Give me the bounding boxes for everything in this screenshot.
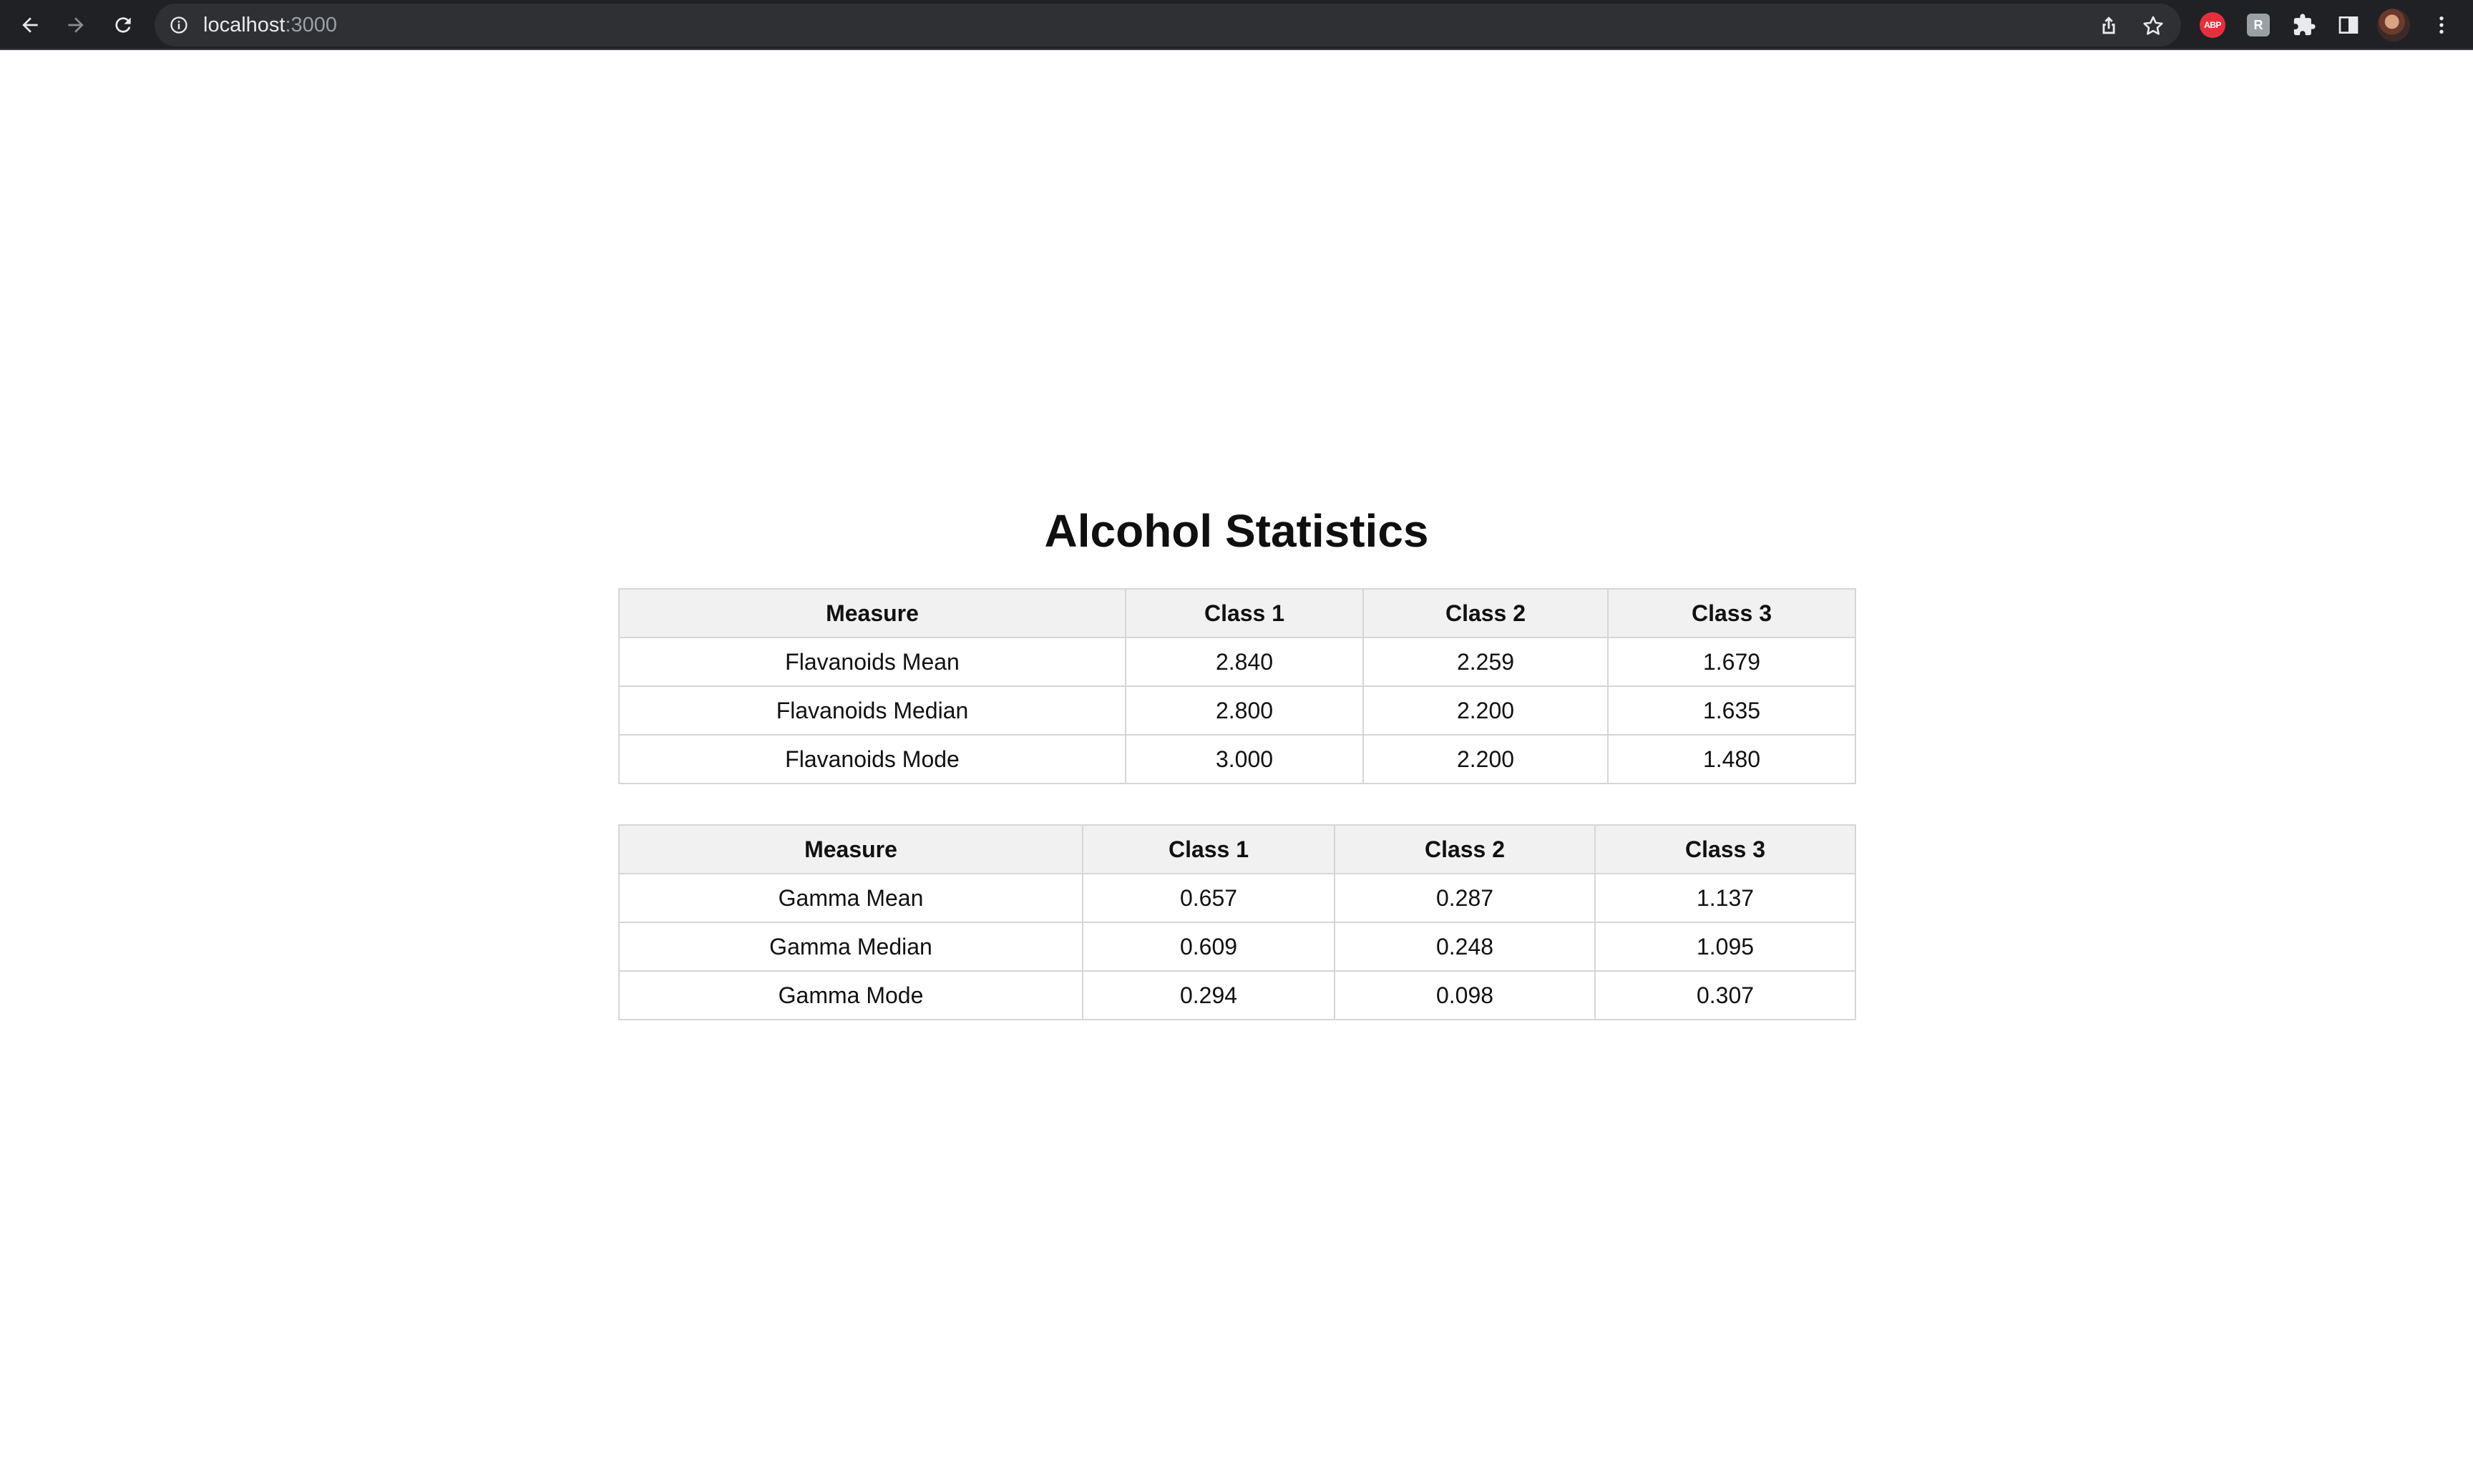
forward-arrow-icon[interactable] (60, 9, 92, 41)
url-port: :3000 (285, 14, 338, 36)
table-cell: Gamma Mode (618, 970, 1083, 1020)
column-header: Class 2 (1362, 588, 1609, 638)
table-row: Flavanoids Median 2.800 2.200 1.635 (618, 685, 1856, 736)
avatar[interactable] (2377, 9, 2410, 42)
table-cell: Gamma Mean (618, 873, 1083, 923)
browser-toolbar: localhost:3000 ABP R (0, 0, 2473, 50)
puzzle-icon[interactable] (2290, 11, 2318, 39)
table-cell: 1.679 (1607, 637, 1856, 687)
page-title: Alcohol Statistics (1044, 505, 1429, 557)
table-cell: 0.287 (1334, 873, 1596, 923)
abp-extension-icon[interactable]: ABP (2198, 11, 2227, 39)
table-cell: 1.635 (1607, 685, 1856, 736)
table-cell: 0.657 (1082, 873, 1335, 923)
table-cell: 0.609 (1082, 922, 1335, 972)
table-cell: 0.248 (1334, 922, 1596, 972)
table-cell: 2.800 (1125, 685, 1364, 736)
reload-icon[interactable] (107, 9, 139, 41)
table-cell: Flavanoids Mean (618, 637, 1126, 687)
table-cell: 1.137 (1594, 873, 1856, 923)
column-header: Measure (618, 588, 1126, 638)
table-cell: 2.200 (1362, 734, 1609, 784)
column-header: Measure (618, 824, 1083, 874)
table-row: Flavanoids Mean 2.840 2.259 1.679 (618, 637, 1856, 687)
share-icon[interactable] (2097, 14, 2121, 38)
table-cell: 0.307 (1594, 970, 1856, 1020)
column-header: Class 1 (1082, 824, 1335, 874)
table-cell: 0.294 (1082, 970, 1335, 1020)
address-bar[interactable]: localhost:3000 (155, 4, 2181, 47)
info-icon[interactable] (169, 15, 189, 35)
table-row: Gamma Mean 0.657 0.287 1.137 (618, 873, 1856, 923)
flavanoids-table: Measure Class 1 Class 2 Class 3 Flavanoi… (618, 588, 1856, 784)
column-header: Class 1 (1125, 588, 1364, 638)
table-cell: 2.840 (1125, 637, 1364, 687)
side-panel-icon[interactable] (2334, 11, 2363, 39)
table-cell: 2.259 (1362, 637, 1609, 687)
column-header: Class 3 (1594, 824, 1856, 874)
table-cell: Flavanoids Median (618, 685, 1126, 736)
url-host: localhost (203, 14, 286, 36)
table-row: Gamma Median 0.609 0.248 1.095 (618, 922, 1856, 972)
table-cell: Gamma Median (618, 922, 1083, 972)
column-header: Class 3 (1607, 588, 1856, 638)
gamma-table: Measure Class 1 Class 2 Class 3 Gamma Me… (618, 824, 1856, 1020)
column-header: Class 2 (1334, 824, 1596, 874)
table-header-row: Measure Class 1 Class 2 Class 3 (618, 588, 1856, 638)
extension-label: R (2247, 14, 2270, 36)
extension-icon[interactable]: R (2244, 11, 2273, 39)
table-cell: 1.480 (1607, 734, 1856, 784)
table-cell: 0.098 (1334, 970, 1596, 1020)
table-cell: 3.000 (1125, 734, 1364, 784)
kebab-menu-icon[interactable] (2427, 11, 2456, 39)
table-cell: 2.200 (1362, 685, 1609, 736)
table-header-row: Measure Class 1 Class 2 Class 3 (618, 824, 1856, 874)
abp-label: ABP (2200, 12, 2225, 38)
url-text[interactable]: localhost:3000 (203, 4, 337, 47)
star-icon[interactable] (2141, 14, 2165, 38)
back-arrow-icon[interactable] (14, 9, 46, 41)
page-content: Alcohol Statistics Measure Class 1 Class… (0, 50, 2473, 1484)
table-row: Flavanoids Mode 3.000 2.200 1.480 (618, 734, 1856, 784)
table-cell: 1.095 (1594, 922, 1856, 972)
table-row: Gamma Mode 0.294 0.098 0.307 (618, 970, 1856, 1020)
table-cell: Flavanoids Mode (618, 734, 1126, 784)
